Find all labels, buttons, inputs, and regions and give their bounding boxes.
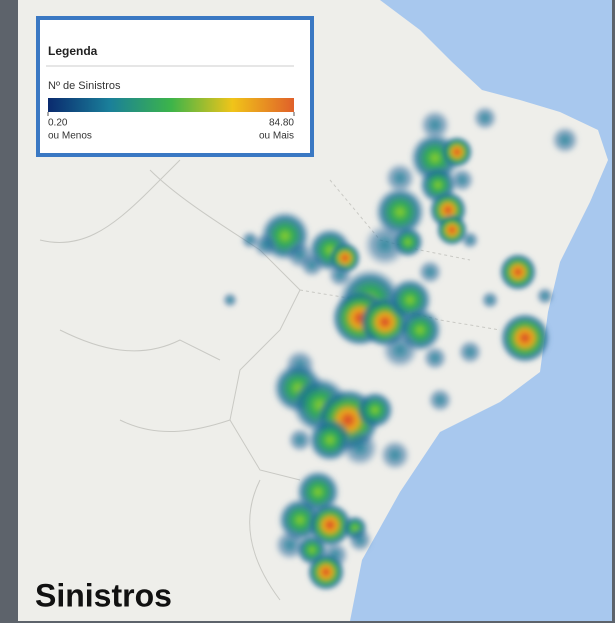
heat-spot: [222, 292, 238, 308]
heat-spot: [355, 390, 395, 430]
legend-title: Legenda: [48, 44, 98, 58]
heat-spot: [422, 345, 448, 371]
scale-max-caption: ou Mais: [259, 131, 294, 142]
heat-spot: [287, 427, 313, 453]
border-line: [119, 419, 231, 432]
heat-spot: [340, 428, 380, 468]
heat-spot: [550, 125, 580, 155]
map-caption: Sinistros: [35, 577, 172, 613]
legend-box: [36, 16, 314, 157]
heat-spot: [427, 387, 453, 413]
heat-spot: [347, 527, 373, 553]
border-line: [59, 329, 221, 361]
scale-min-caption: ou Menos: [48, 131, 92, 142]
heat-spot: [498, 252, 538, 292]
heat-spot: [535, 286, 555, 306]
heat-spot: [379, 439, 411, 471]
heat-spot: [472, 105, 498, 131]
scale-min-label: 0.20: [48, 118, 68, 129]
heat-spot: [480, 290, 500, 310]
heat-spot: [392, 226, 424, 258]
heat-layer: [222, 105, 580, 592]
heat-spot: [441, 136, 473, 168]
border-line: [39, 159, 181, 244]
color-scale: [48, 98, 294, 112]
heat-spot: [419, 109, 451, 141]
heat-spot: [499, 312, 551, 364]
heat-spot: [417, 259, 443, 285]
ocean: [350, 0, 612, 621]
heat-spot: [436, 214, 468, 246]
heat-spot: [306, 552, 346, 592]
heat-spot: [384, 162, 416, 194]
heat-spot: [299, 252, 325, 278]
heat-spot: [460, 230, 480, 250]
border-line: [249, 479, 281, 601]
heat-spot: [240, 230, 260, 250]
heat-spot: [380, 330, 420, 370]
legend-measure: Nº de Sinistros: [48, 80, 121, 92]
heat-spot: [449, 167, 475, 193]
heat-spot: [457, 339, 483, 365]
border-line: [149, 169, 301, 481]
scale-max-label: 84.80: [269, 118, 294, 129]
